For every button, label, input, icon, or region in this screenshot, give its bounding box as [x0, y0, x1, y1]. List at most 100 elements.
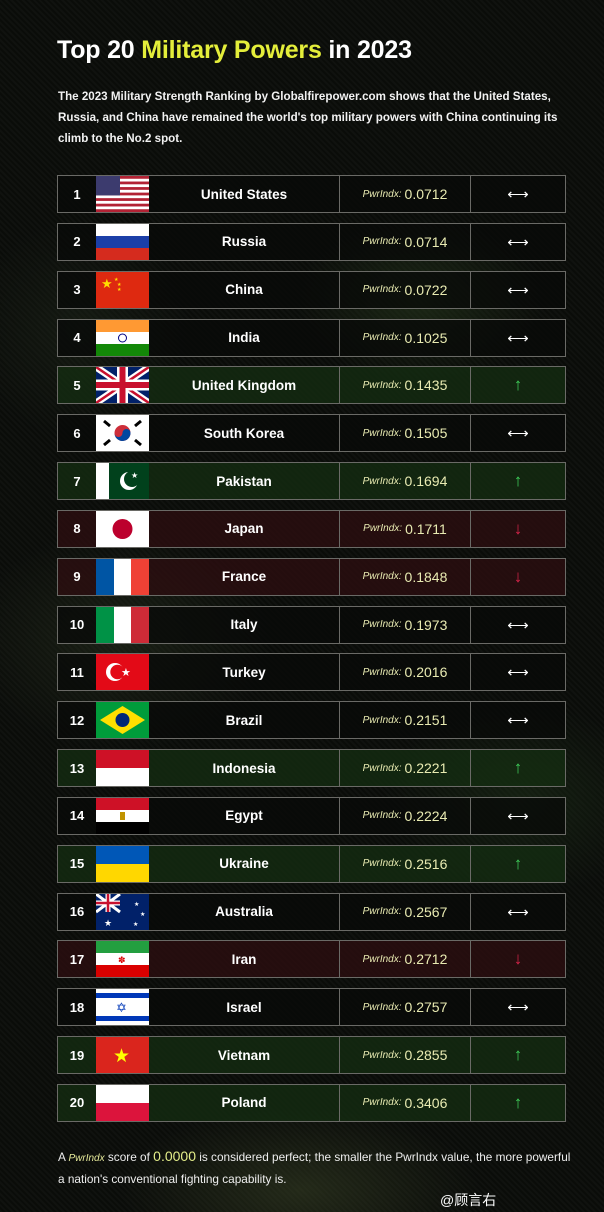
pwrindx-label: PwrIndx:	[362, 953, 402, 965]
pwrindx-cell: PwrIndx: 0.1694	[339, 463, 471, 500]
table-row: 13 Indonesia PwrIndx: 0.2221 ↑	[57, 749, 566, 788]
pwrindx-label: PwrIndx:	[362, 332, 402, 344]
pwrindx-cell: PwrIndx: 0.3406	[339, 1084, 471, 1121]
rank: 2	[73, 234, 81, 250]
flag-pk-icon: ★	[96, 463, 149, 500]
country-name: Egypt	[225, 808, 263, 824]
pwrindx-value: 0.2224	[404, 807, 448, 824]
pwrindx-cell: PwrIndx: 0.2151	[339, 702, 471, 739]
flag-ir-icon: ✽	[96, 941, 149, 978]
rank: 4	[73, 330, 81, 346]
arrow-up-icon: ↑	[513, 375, 523, 395]
svg-text:★: ★	[140, 911, 145, 918]
double-arrow-icon: ⟷	[507, 664, 529, 682]
table-row: 1 United States PwrIndx: 0.0712 ⟷	[57, 175, 566, 213]
arrow-down-icon: ↓	[513, 566, 523, 586]
rank: 19	[69, 1047, 85, 1063]
rank: 10	[69, 617, 85, 633]
svg-text:★: ★	[121, 667, 131, 679]
table-row: 19 ★ Vietnam PwrIndx: 0.2855 ↑	[57, 1036, 566, 1075]
pwrindx-value: 0.0722	[404, 281, 448, 298]
rank: 5	[73, 377, 81, 393]
country-name: Brazil	[225, 712, 263, 728]
rank: 7	[73, 473, 81, 489]
table-row: 12 Brazil PwrIndx: 0.2151 ⟷	[57, 701, 566, 740]
table-row: 20 Poland PwrIndx: 0.3406 ↑	[57, 1083, 566, 1122]
table-row: 18 ✡ Israel PwrIndx: 0.2757 ⟷	[57, 988, 566, 1027]
pwrindx-value: 0.1973	[404, 616, 448, 633]
country-name: China	[225, 282, 263, 298]
double-arrow-icon: ⟷	[507, 233, 529, 251]
pwrindx-value: 0.1694	[404, 473, 448, 490]
pwrindx-cell: PwrIndx: 0.2221	[339, 750, 471, 787]
pwrindx-cell: PwrIndx: 0.2757	[339, 989, 471, 1026]
country-name: India	[228, 330, 260, 346]
pwrindx-label: PwrIndx:	[362, 714, 402, 726]
flag-eg-icon	[96, 797, 149, 834]
pwrindx-value: 0.2757	[404, 999, 448, 1016]
table-row: 8 Japan PwrIndx: 0.1711 ↓	[57, 509, 566, 548]
pwrindx-value: 0.2855	[404, 1047, 448, 1064]
svg-text:✽: ✽	[118, 955, 126, 965]
arrow-up-icon: ↑	[513, 1045, 523, 1065]
table-row: 15 Ukraine PwrIndx: 0.2516 ↑	[57, 844, 566, 883]
pwrindx-label: PwrIndx:	[362, 1001, 402, 1013]
pwrindx-cell: PwrIndx: 0.2016	[339, 654, 471, 691]
pwrindx-cell: PwrIndx: 0.2712	[339, 941, 471, 978]
pwrindx-value: 0.2712	[404, 951, 448, 968]
arrow-down-icon: ↓	[513, 518, 523, 538]
flag-us-icon	[96, 176, 149, 212]
pwrindx-label: PwrIndx:	[362, 475, 402, 487]
rank: 11	[70, 664, 84, 680]
pwrindx-label: PwrIndx:	[362, 906, 402, 918]
rank: 18	[69, 999, 85, 1015]
pwrindx-value: 0.1848	[404, 568, 448, 585]
flag-br-icon	[96, 702, 149, 739]
country-name: Australia	[215, 904, 273, 920]
pwrindx-value: 0.2151	[404, 712, 448, 729]
double-arrow-icon: ⟷	[507, 329, 529, 347]
arrow-up-icon: ↑	[513, 1092, 523, 1112]
arrow-up-icon: ↑	[513, 758, 523, 778]
double-arrow-icon: ⟷	[507, 903, 529, 921]
country-name: Japan	[224, 521, 264, 537]
pwrindx-value: 0.0714	[404, 233, 448, 250]
intro-text: The 2023 Military Strength Ranking by Gl…	[58, 90, 558, 145]
double-arrow-icon: ⟷	[507, 999, 529, 1017]
rank: 12	[69, 712, 85, 728]
country-name: Vietnam	[217, 1047, 271, 1063]
svg-text:★: ★	[104, 918, 112, 928]
pwrindx-cell: PwrIndx: 0.2567	[339, 893, 471, 930]
pwrindx-cell: PwrIndx: 0.1435	[339, 367, 471, 404]
country-name: Italy	[230, 617, 258, 633]
rank: 16	[69, 904, 85, 920]
pwrindx-value: 0.1505	[404, 425, 448, 442]
table-row: 9 France PwrIndx: 0.1848 ↓	[57, 557, 566, 596]
double-arrow-icon: ⟷	[507, 616, 529, 634]
rank: 8	[73, 521, 81, 537]
pwrindx-cell: PwrIndx: 0.0714	[339, 223, 471, 260]
svg-text:✡: ✡	[116, 1000, 127, 1015]
svg-text:★: ★	[133, 921, 138, 928]
country-name: Israel	[226, 999, 262, 1015]
footer-c: is considered perfect; the smaller the P…	[58, 1150, 571, 1186]
rank: 6	[73, 425, 81, 441]
rank: 15	[69, 856, 85, 872]
pwrindx-label: PwrIndx:	[362, 188, 402, 200]
flag-kr-icon	[96, 415, 149, 452]
pwrindx-cell: PwrIndx: 0.2516	[339, 845, 471, 882]
flag-jp-icon	[96, 510, 149, 547]
pwrindx-value: 0.3406	[404, 1094, 448, 1111]
flag-il-icon: ✡	[96, 989, 149, 1026]
pwrindx-value: 0.2221	[404, 760, 448, 777]
svg-text:★: ★	[101, 276, 113, 291]
country-name: United Kingdom	[191, 377, 297, 393]
pwrindx-cell: PwrIndx: 0.1973	[339, 606, 471, 643]
pwrindx-label: PwrIndx:	[362, 619, 402, 631]
pwrindx-value: 0.1711	[405, 520, 447, 537]
table-row: 3 ★ ★ ★ ★ China PwrIndx: 0.0722 ⟷	[57, 270, 566, 309]
country-name: Ukraine	[219, 856, 269, 872]
arrow-up-icon: ↑	[513, 471, 523, 491]
pwrindx-label: PwrIndx:	[362, 427, 402, 439]
flag-au-icon: ★★★★	[96, 893, 149, 930]
